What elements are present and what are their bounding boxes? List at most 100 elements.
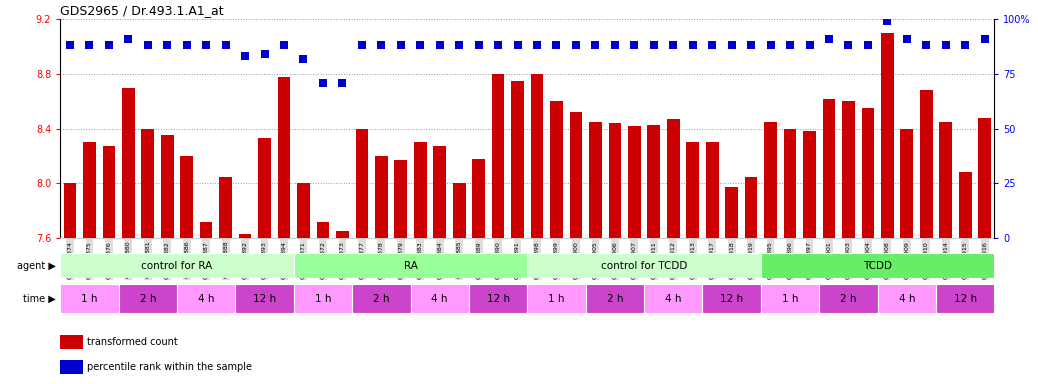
Text: 2 h: 2 h: [606, 293, 623, 304]
Bar: [936, 284, 994, 313]
Text: percentile rank within the sample: percentile rank within the sample: [87, 362, 252, 372]
Point: [179, 42, 195, 48]
Bar: [706, 142, 718, 238]
Point: [957, 42, 974, 48]
Text: 1 h: 1 h: [315, 293, 331, 304]
Bar: [527, 253, 761, 278]
Point: [334, 79, 351, 86]
Point: [412, 42, 429, 48]
Point: [354, 42, 371, 48]
Bar: [60, 360, 83, 374]
Point: [392, 42, 409, 48]
Bar: [726, 187, 738, 238]
Bar: [239, 234, 251, 238]
Bar: [60, 253, 294, 278]
Point: [859, 42, 876, 48]
Text: 2 h: 2 h: [840, 293, 856, 304]
Bar: [161, 136, 173, 238]
Text: 4 h: 4 h: [198, 293, 215, 304]
Bar: [877, 284, 936, 313]
Text: 12 h: 12 h: [253, 293, 276, 304]
Point: [801, 42, 818, 48]
Text: 2 h: 2 h: [139, 293, 156, 304]
Point: [840, 42, 856, 48]
Bar: [920, 90, 932, 238]
Bar: [570, 112, 582, 238]
Bar: [862, 108, 874, 238]
Bar: [644, 284, 703, 313]
Point: [782, 42, 798, 48]
Bar: [823, 99, 836, 238]
Point: [879, 18, 896, 25]
Bar: [819, 284, 878, 313]
Text: 2 h: 2 h: [373, 293, 389, 304]
Point: [918, 42, 934, 48]
Bar: [414, 142, 427, 238]
Point: [276, 42, 293, 48]
Point: [704, 42, 720, 48]
Bar: [764, 122, 776, 238]
Point: [237, 53, 253, 60]
Text: 4 h: 4 h: [432, 293, 448, 304]
Bar: [356, 129, 368, 238]
Bar: [63, 183, 76, 238]
Point: [626, 42, 643, 48]
Bar: [60, 335, 83, 349]
Point: [373, 42, 389, 48]
Bar: [317, 222, 329, 238]
Bar: [686, 142, 699, 238]
Bar: [434, 146, 446, 238]
Bar: [530, 74, 543, 238]
Bar: [352, 284, 410, 313]
Text: 1 h: 1 h: [782, 293, 798, 304]
Point: [528, 42, 545, 48]
Text: 4 h: 4 h: [899, 293, 916, 304]
Point: [470, 42, 487, 48]
Bar: [939, 122, 952, 238]
Bar: [803, 131, 816, 238]
Bar: [648, 124, 660, 238]
Text: RA: RA: [404, 261, 417, 271]
Text: 4 h: 4 h: [665, 293, 682, 304]
Bar: [181, 156, 193, 238]
Bar: [83, 142, 95, 238]
Point: [568, 42, 584, 48]
Text: agent ▶: agent ▶: [17, 261, 55, 271]
Bar: [411, 284, 469, 313]
Bar: [667, 119, 680, 238]
Bar: [122, 88, 135, 238]
Point: [81, 42, 98, 48]
Bar: [959, 172, 972, 238]
Text: 12 h: 12 h: [720, 293, 743, 304]
Bar: [784, 129, 796, 238]
Bar: [472, 159, 485, 238]
Bar: [512, 81, 524, 238]
Point: [665, 42, 682, 48]
Point: [821, 36, 838, 42]
Point: [606, 42, 623, 48]
Bar: [550, 101, 563, 238]
Bar: [492, 74, 504, 238]
Point: [139, 42, 156, 48]
Point: [315, 79, 331, 86]
Text: time ▶: time ▶: [23, 293, 55, 304]
Bar: [842, 101, 854, 238]
Bar: [141, 129, 154, 238]
Point: [548, 42, 565, 48]
Bar: [176, 284, 236, 313]
Bar: [278, 77, 291, 238]
Bar: [60, 284, 118, 313]
Bar: [745, 177, 758, 238]
Point: [61, 42, 78, 48]
Point: [159, 42, 175, 48]
Bar: [761, 284, 819, 313]
Bar: [103, 146, 115, 238]
Point: [762, 42, 778, 48]
Point: [198, 42, 215, 48]
Point: [723, 42, 740, 48]
Text: TCDD: TCDD: [864, 261, 892, 271]
Bar: [761, 253, 994, 278]
Text: 12 h: 12 h: [954, 293, 977, 304]
Bar: [703, 284, 761, 313]
Bar: [453, 183, 465, 238]
